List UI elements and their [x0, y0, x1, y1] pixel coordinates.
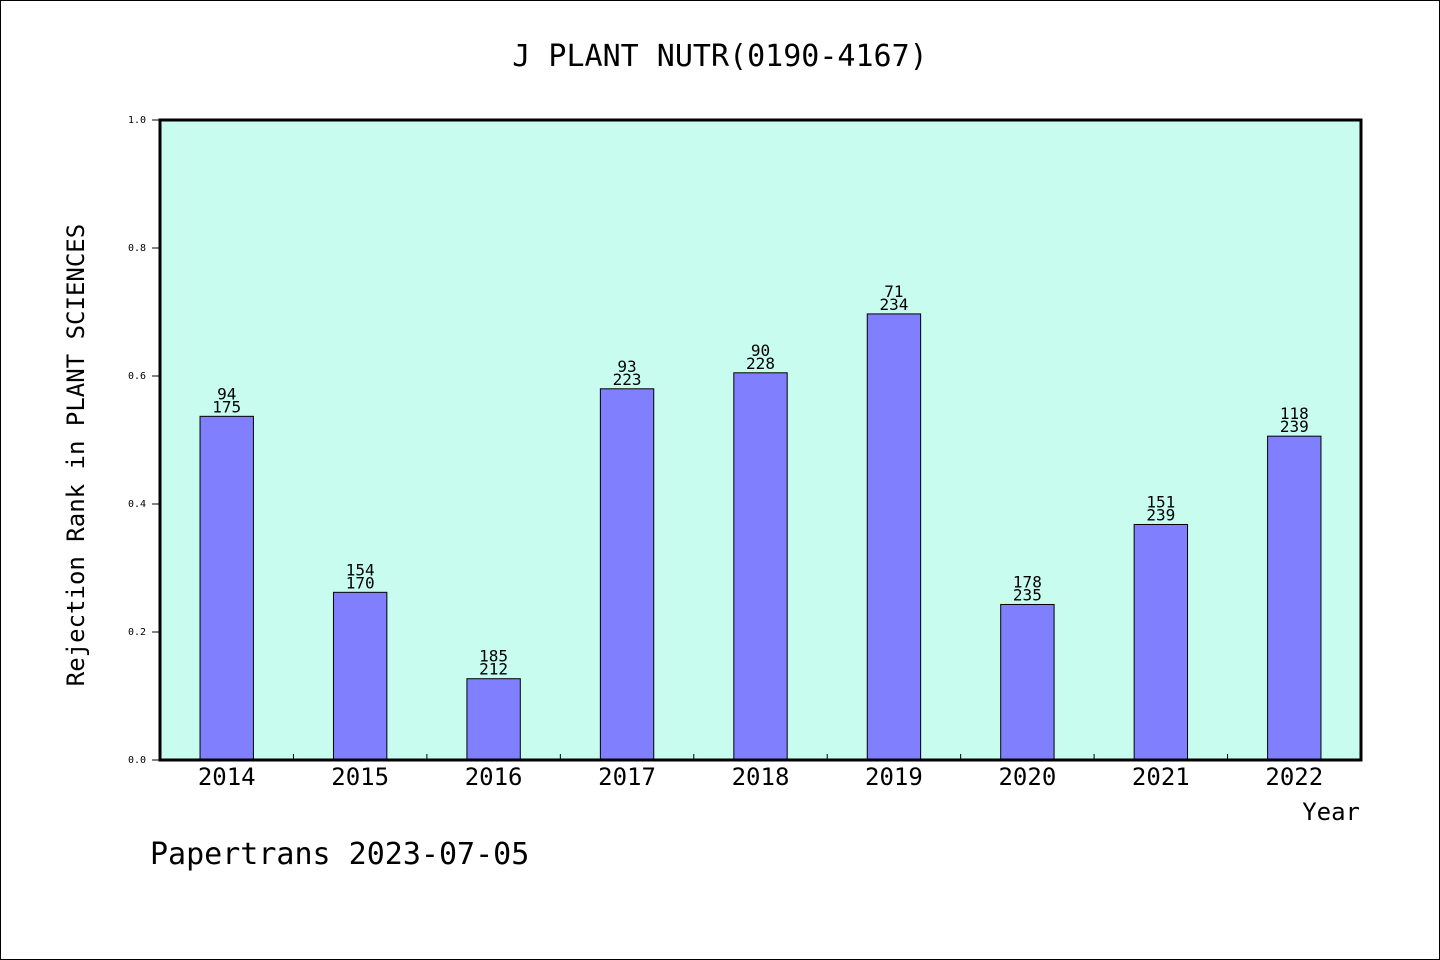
- bar-label-top: 90: [751, 341, 770, 360]
- bar-label-bottom: 234: [879, 295, 908, 314]
- footer-text: Papertrans 2023-07-05: [150, 837, 529, 872]
- bar-2017: [599, 388, 655, 761]
- x-tick-label: 2019: [865, 763, 923, 791]
- bar-label-bottom: 228: [746, 354, 775, 373]
- y-tick-label: 0.6: [128, 371, 146, 382]
- bar-label-top: 154: [346, 560, 375, 579]
- bar-label-top: 185: [479, 647, 508, 666]
- x-tick-label: 2014: [198, 763, 256, 791]
- y-axis-label: Rejection Rank in PLANT SCIENCES: [62, 224, 90, 686]
- bar-label-bottom: 239: [1280, 417, 1309, 436]
- bar-2016: [466, 678, 521, 761]
- x-tick-label: 2022: [1265, 763, 1323, 791]
- bar-label-top: 151: [1146, 492, 1175, 511]
- bar-2014: [199, 415, 254, 761]
- bar-2021: [1133, 523, 1189, 761]
- x-axis-label: Year: [1302, 798, 1360, 826]
- y-tick-label: 0.2: [128, 627, 146, 638]
- chart-title: J PLANT NUTR(0190-4167): [512, 39, 927, 74]
- y-tick-label: 0.8: [128, 243, 146, 254]
- x-tick-label: 2021: [1132, 763, 1190, 791]
- x-axis: 2014 2015 2016 2017 2018 2019 2020 2021 2022: [198, 754, 1323, 791]
- bar-2020: [1000, 603, 1055, 761]
- bar-2019: [866, 313, 922, 761]
- bar-label-top: 178: [1013, 572, 1042, 591]
- x-tick-label: 2015: [331, 763, 389, 791]
- x-tick-label: 2016: [465, 763, 523, 791]
- bar-label-bottom: 235: [1013, 585, 1042, 604]
- bar-label-top: 93: [617, 357, 636, 376]
- y-tick-label: 0.0: [128, 755, 146, 766]
- x-tick-label: 2020: [998, 763, 1056, 791]
- bars: [199, 313, 1322, 761]
- bar-label-top: 118: [1280, 404, 1309, 423]
- bar-label-bottom: 223: [613, 370, 642, 389]
- x-tick-label: 2018: [732, 763, 790, 791]
- bar-2015: [332, 591, 388, 761]
- y-axis: 0.0 0.2 0.4 0.6 0.8 1.0: [128, 115, 160, 766]
- bar-label-top: 94: [217, 384, 236, 403]
- x-tick-label: 2017: [598, 763, 656, 791]
- bar-label-bottom: 239: [1146, 505, 1175, 524]
- bar-2018: [733, 372, 788, 761]
- bar-label-top: 71: [884, 282, 903, 301]
- bar-label-bottom: 170: [346, 573, 375, 592]
- bar-label-bottom: 212: [479, 660, 508, 679]
- bar-label-bottom: 175: [212, 397, 241, 416]
- bar-2022: [1267, 435, 1322, 761]
- plot-border: [158, 118, 1363, 762]
- y-tick-label: 1.0: [128, 115, 146, 126]
- y-tick-label: 0.4: [128, 499, 146, 510]
